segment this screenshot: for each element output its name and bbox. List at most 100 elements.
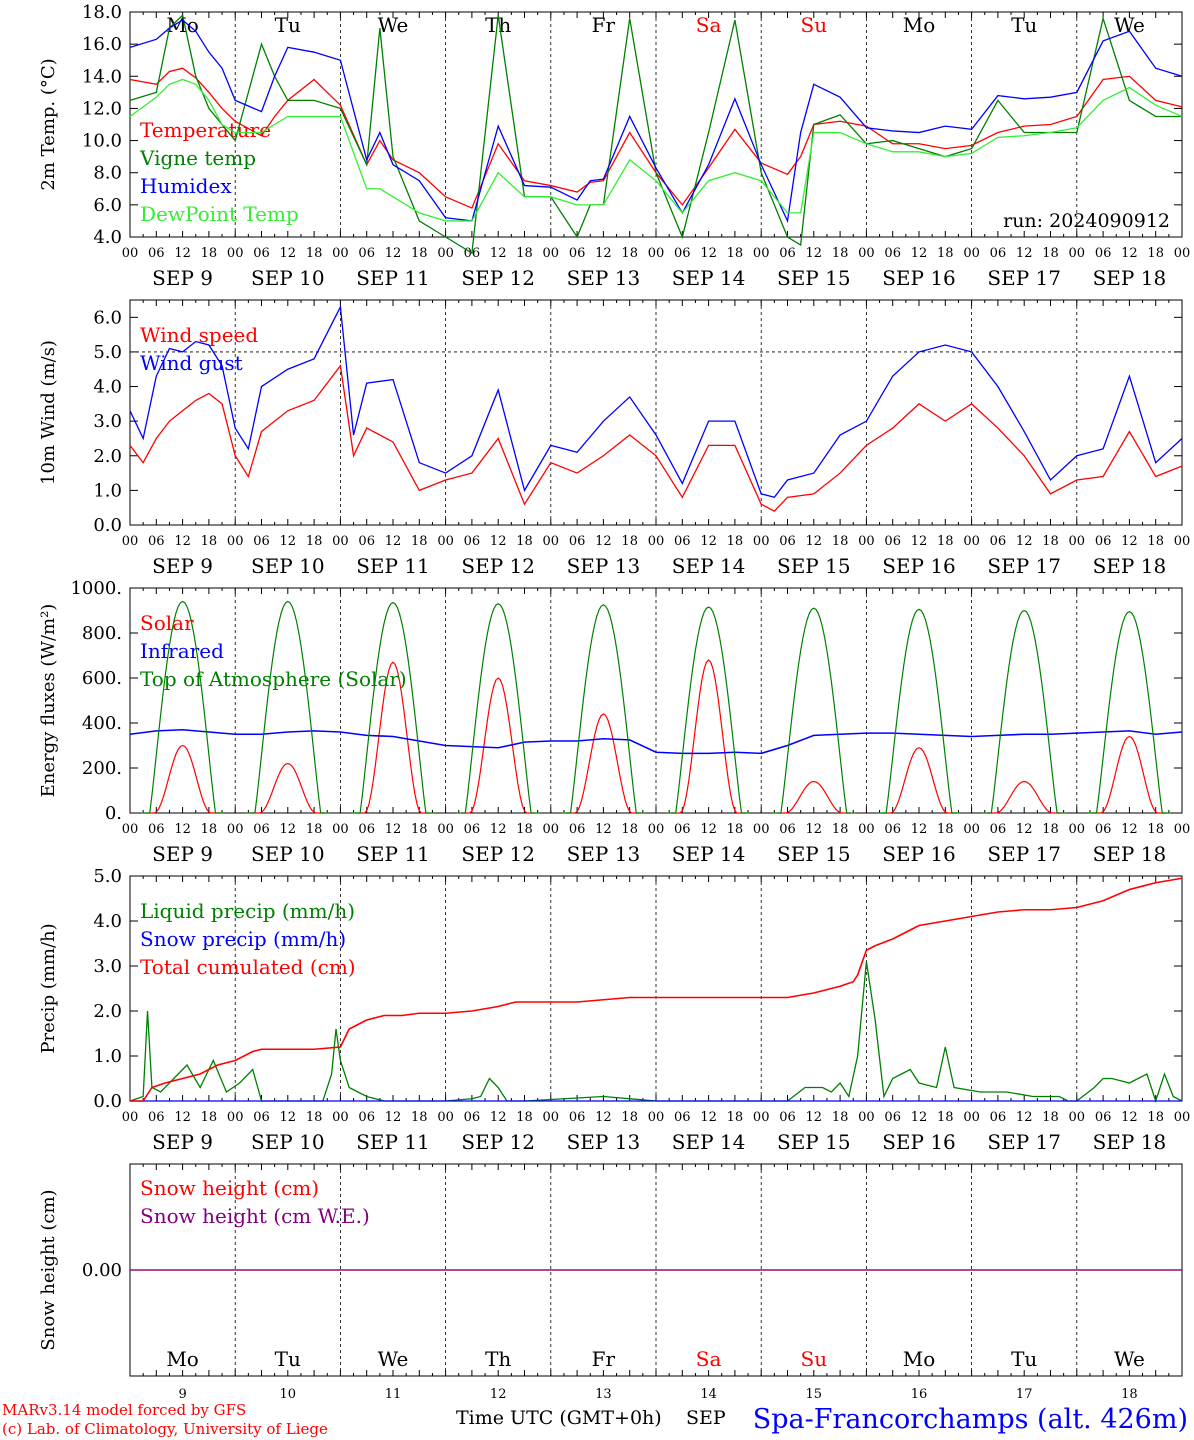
day-number: 16 (911, 1387, 928, 1402)
x-tick-label: 12 (911, 534, 928, 549)
x-tick-label: 06 (884, 1110, 901, 1125)
day-label: Mo (166, 1347, 199, 1371)
x-tick-label: 18 (516, 534, 533, 549)
x-tick-label: 18 (621, 1110, 638, 1125)
x-tick-label: 18 (937, 822, 954, 837)
x-tick-label: 06 (990, 534, 1007, 549)
x-tick-label: 06 (1095, 534, 1112, 549)
x-tick-label: 00 (543, 822, 560, 837)
y-tick-label: 12.0 (82, 98, 122, 119)
x-tick-label: 06 (148, 534, 165, 549)
day-label: We (378, 13, 409, 37)
x-tick-label: 12 (385, 1110, 402, 1125)
plot-frame (129, 299, 1183, 526)
date-label: SEP 13 (567, 554, 641, 578)
x-tick-label: 12 (490, 246, 507, 261)
y-tick-label: 0.00 (82, 1260, 122, 1281)
series-line (666, 606, 751, 814)
x-tick-label: 00 (227, 534, 244, 549)
date-label: SEP 12 (461, 266, 535, 290)
legend-entry: Liquid precip (mm/h) (140, 899, 355, 923)
date-label: SEP 18 (1093, 1130, 1167, 1154)
x-tick-label: 00 (753, 822, 770, 837)
x-tick-label: 18 (411, 822, 428, 837)
series-line (1092, 735, 1167, 814)
x-tick-label: 12 (174, 534, 191, 549)
x-tick-label: 12 (1121, 1110, 1138, 1125)
x-tick-label: 00 (858, 246, 875, 261)
date-label: SEP 9 (152, 266, 213, 290)
x-tick-label: 18 (306, 822, 323, 837)
y-tick-label: 0.0 (93, 1091, 122, 1112)
x-tick-label: 00 (227, 1110, 244, 1125)
day-label: Tu (275, 1347, 301, 1371)
date-label: SEP 18 (1093, 266, 1167, 290)
x-tick-label: 18 (832, 246, 849, 261)
x-tick-label: 06 (358, 822, 375, 837)
x-axis-month: SEP (686, 1407, 726, 1429)
x-tick-label: 06 (674, 534, 691, 549)
date-label: SEP 14 (672, 266, 746, 290)
panel-2: 0.0 1.0 2.0 3.0 4.0 5.0 6.0 10m Wind (m/s) 00 06 1… (38, 299, 1190, 578)
x-tick-label: 18 (306, 246, 323, 261)
x-tick-label: 00 (963, 1110, 980, 1125)
x-tick-label: 00 (753, 1110, 770, 1125)
y-tick-label: 4.0 (93, 377, 122, 398)
date-label: SEP 10 (251, 554, 325, 578)
date-label: SEP 16 (882, 266, 956, 290)
x-tick-label: 00 (122, 534, 139, 549)
legend-entry: Total cumulated (cm) (140, 955, 356, 979)
x-tick-label: 12 (1121, 534, 1138, 549)
x-tick-label: 00 (227, 246, 244, 261)
x-tick-label: 00 (1174, 246, 1191, 261)
series-line (456, 603, 540, 814)
x-tick-label: 18 (411, 1110, 428, 1125)
series-line (986, 780, 1062, 814)
x-tick-label: 18 (832, 822, 849, 837)
x-tick-label: 00 (963, 246, 980, 261)
y-tick-label: 18.0 (82, 2, 122, 23)
series-line (881, 747, 957, 814)
x-tick-label: 12 (174, 822, 191, 837)
y-tick-label: 1.0 (93, 1046, 122, 1067)
y-tick-label: 3.0 (93, 411, 122, 432)
x-tick-label: 18 (1042, 1110, 1059, 1125)
x-tick-label: 18 (727, 534, 744, 549)
x-tick-label: 00 (122, 246, 139, 261)
series-line (129, 67, 1183, 209)
series-line (351, 601, 435, 814)
date-label: SEP 12 (461, 1130, 535, 1154)
panel-4: 0.0 1.0 2.0 3.0 4.0 5.0 Precip (mm/h) 00 06 12 18 0… (38, 866, 1190, 1154)
date-label: SEP 12 (461, 842, 535, 866)
x-tick-label: 12 (1016, 1110, 1033, 1125)
x-tick-label: 06 (990, 1110, 1007, 1125)
day-number: 14 (700, 1387, 717, 1402)
legend-entry: Infrared (140, 639, 224, 663)
day-number: 9 (178, 1387, 186, 1402)
date-label: SEP 12 (461, 554, 535, 578)
x-tick-label: 00 (122, 1110, 139, 1125)
x-tick-label: 12 (806, 1110, 823, 1125)
x-tick-label: 18 (306, 1110, 323, 1125)
day-label: Tu (1011, 1347, 1037, 1371)
x-tick-label: 06 (884, 246, 901, 261)
x-tick-label: 06 (464, 1110, 481, 1125)
series-line (982, 609, 1066, 814)
x-axis-label: Time UTC (GMT+0h) (456, 1407, 662, 1429)
x-tick-label: 12 (700, 1110, 717, 1125)
date-label: SEP 14 (672, 842, 746, 866)
day-label: We (1114, 1347, 1145, 1371)
day-label: Sa (696, 1347, 722, 1371)
day-label: We (1114, 13, 1145, 37)
x-tick-label: 12 (806, 822, 823, 837)
series-line (671, 659, 746, 814)
date-label: SEP 9 (152, 554, 213, 578)
series-line (246, 600, 330, 814)
y-tick-label: 8.0 (93, 163, 122, 184)
date-label: SEP 15 (777, 842, 851, 866)
x-tick-label: 06 (884, 534, 901, 549)
y-tick-label: 1.0 (93, 480, 122, 501)
x-tick-label: 06 (779, 534, 796, 549)
y-tick-label: 1000. (70, 578, 122, 599)
